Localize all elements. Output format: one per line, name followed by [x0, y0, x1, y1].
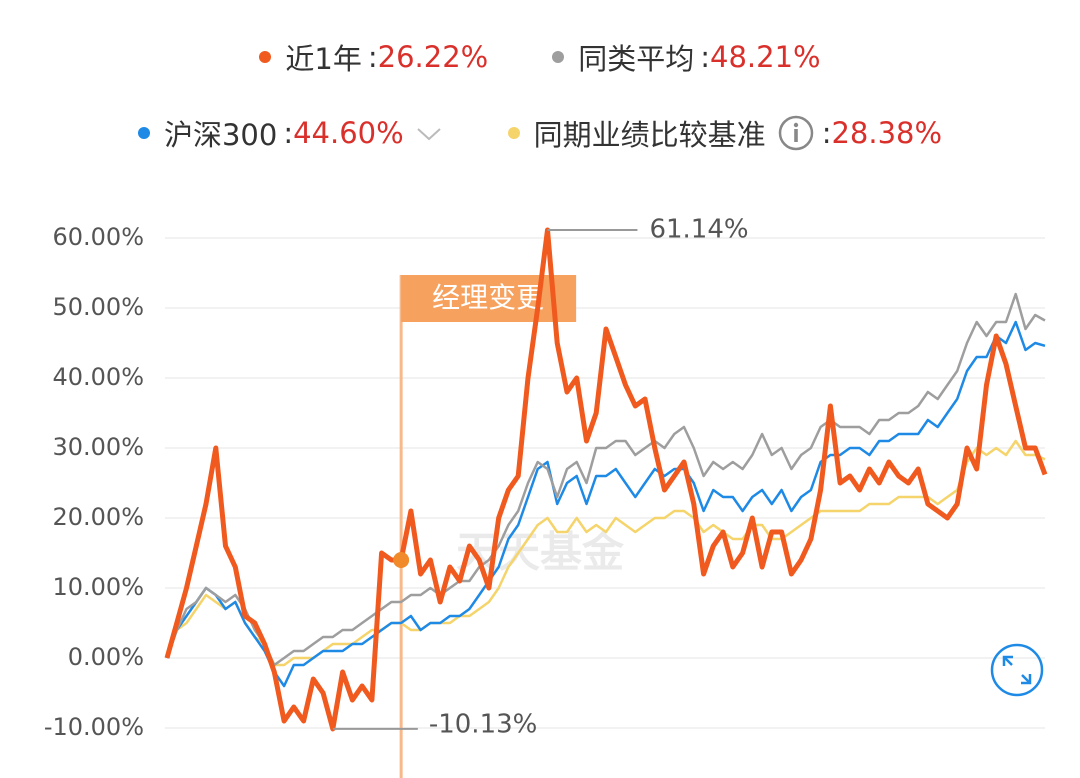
legend-value: 48.21% — [710, 40, 821, 74]
legend-name: 同类平均 — [578, 42, 695, 76]
legend-sep: : — [367, 40, 378, 74]
legend-item[interactable]: 同期业绩比较基准 :28.38% — [507, 112, 943, 154]
legend-name: 同期业绩比较基准 — [533, 118, 766, 152]
series-line — [164, 227, 1048, 732]
legend-dot — [137, 127, 150, 139]
y-tick-label: 10.00% — [52, 573, 144, 601]
legend-dot — [552, 51, 565, 63]
legend-item[interactable]: 近1年:26.22% — [259, 36, 488, 78]
legend-value: 28.38% — [831, 116, 943, 150]
legend-item[interactable]: 沪深300:44.60% — [137, 112, 444, 154]
y-tick-label: 0.00% — [68, 643, 144, 671]
max-label: 61.14% — [649, 215, 748, 245]
legend-row: 沪深300:44.60% 同期业绩比较基准 :28.38% — [0, 112, 1080, 154]
legend-dot — [507, 127, 520, 139]
series-line — [165, 320, 1046, 688]
legend-name: 近1年 — [285, 42, 362, 76]
y-tick-label: 20.00% — [52, 503, 144, 531]
y-tick-label: 40.00% — [52, 363, 144, 391]
watermark: 天天基金 — [456, 528, 625, 577]
expand-icon[interactable] — [990, 643, 1044, 697]
legend-value: 26.22% — [377, 40, 489, 74]
legend-name: 沪深300 — [163, 118, 278, 152]
event-label: 经理变更 — [432, 281, 544, 314]
legend-sep: : — [821, 116, 832, 150]
legend-sep: : — [700, 40, 711, 74]
event-point — [393, 552, 410, 568]
min-label: -10.13% — [429, 709, 538, 739]
series-line — [165, 439, 1046, 667]
legend-row: 近1年:26.22% 同类平均:48.21% — [0, 36, 1080, 78]
y-tick-label: 60.00% — [52, 223, 144, 251]
y-tick-label: 50.00% — [52, 293, 144, 321]
y-tick-label: 30.00% — [52, 433, 144, 461]
event-box — [401, 275, 577, 322]
chevron-icon[interactable] — [414, 123, 444, 143]
legend-sep: : — [283, 116, 294, 150]
legend-item[interactable]: 同类平均:48.21% — [552, 36, 821, 78]
legend-value: 44.60% — [293, 116, 404, 150]
info-icon[interactable] — [776, 113, 816, 153]
series-line — [165, 292, 1046, 667]
legend-dot — [259, 51, 272, 63]
y-tick-label: -10.00% — [44, 713, 144, 741]
